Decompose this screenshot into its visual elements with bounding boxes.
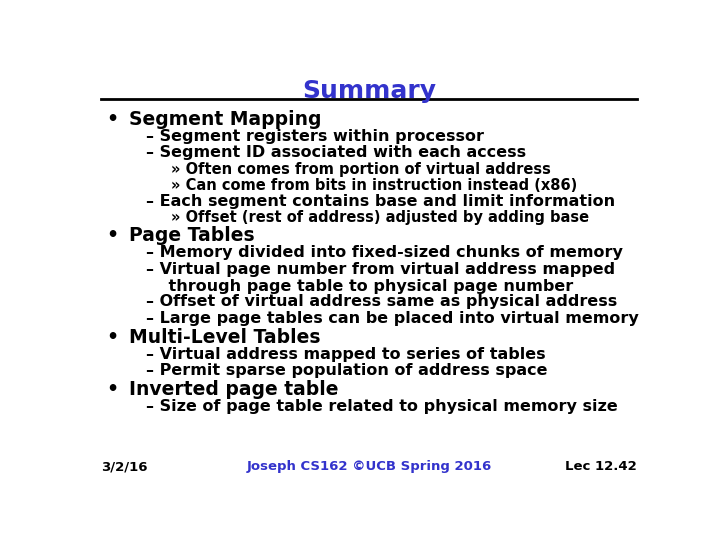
Text: Inverted page table: Inverted page table (129, 380, 338, 399)
Text: – Segment ID associated with each access: – Segment ID associated with each access (145, 145, 526, 160)
Text: Multi-Level Tables: Multi-Level Tables (129, 328, 320, 347)
Text: Page Tables: Page Tables (129, 226, 255, 245)
Text: •: • (107, 380, 119, 399)
Text: – Memory divided into fixed-sized chunks of memory: – Memory divided into fixed-sized chunks… (145, 245, 623, 260)
Text: 3/2/16: 3/2/16 (101, 460, 148, 473)
Text: – Virtual page number from virtual address mapped
    through page table to phys: – Virtual page number from virtual addre… (145, 262, 615, 294)
Text: – Virtual address mapped to series of tables: – Virtual address mapped to series of ta… (145, 347, 546, 362)
Text: » Offset (rest of address) adjusted by adding base: » Offset (rest of address) adjusted by a… (171, 211, 589, 225)
Text: •: • (107, 328, 119, 347)
Text: » Often comes from portion of virtual address: » Often comes from portion of virtual ad… (171, 162, 551, 177)
Text: Joseph CS162 ©UCB Spring 2016: Joseph CS162 ©UCB Spring 2016 (246, 460, 492, 473)
Text: Segment Mapping: Segment Mapping (129, 110, 322, 129)
Text: – Large page tables can be placed into virtual memory: – Large page tables can be placed into v… (145, 311, 639, 326)
Text: – Permit sparse population of address space: – Permit sparse population of address sp… (145, 363, 547, 379)
Text: – Offset of virtual address same as physical address: – Offset of virtual address same as phys… (145, 294, 617, 309)
Text: Lec 12.42: Lec 12.42 (565, 460, 637, 473)
Text: Summary: Summary (302, 79, 436, 103)
Text: – Each segment contains base and limit information: – Each segment contains base and limit i… (145, 194, 615, 208)
Text: •: • (107, 226, 119, 245)
Text: » Can come from bits in instruction instead (x86): » Can come from bits in instruction inst… (171, 178, 577, 193)
Text: •: • (107, 110, 119, 129)
Text: – Segment registers within processor: – Segment registers within processor (145, 129, 484, 144)
Text: – Size of page table related to physical memory size: – Size of page table related to physical… (145, 399, 618, 414)
